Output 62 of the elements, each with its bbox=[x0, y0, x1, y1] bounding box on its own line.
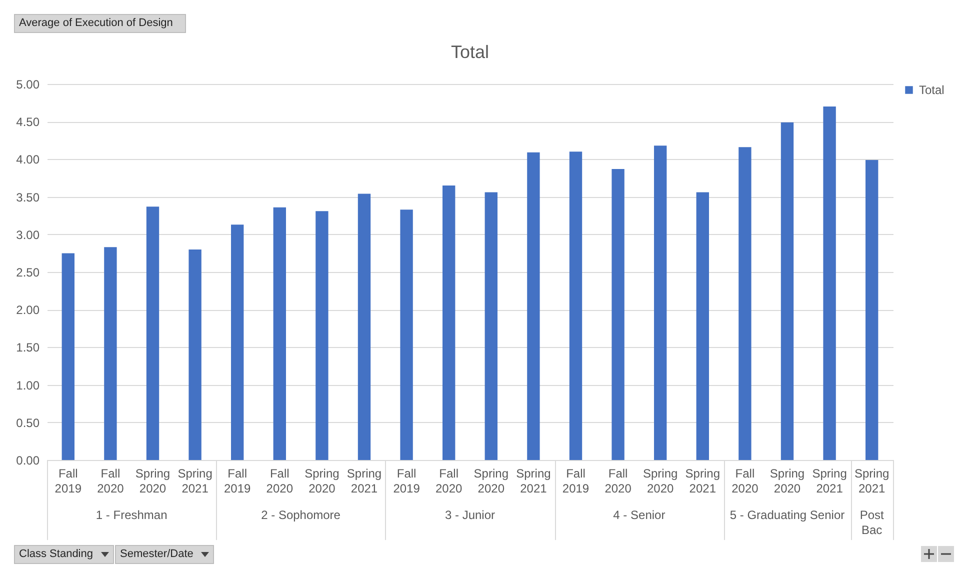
y-tick-label: 2.00 bbox=[16, 303, 40, 318]
x-tick-label: Fall 2019 bbox=[562, 466, 590, 496]
bar bbox=[358, 194, 371, 460]
x-tick-label: Fall 2019 bbox=[393, 466, 420, 496]
y-tick-label: 0.50 bbox=[16, 416, 40, 430]
x-tick-label: Fall 2019 bbox=[224, 466, 252, 496]
x-tick-label: Spring 2020 bbox=[770, 466, 805, 496]
x-tick-label: Fall 2020 bbox=[604, 466, 632, 496]
text: Post Bac bbox=[860, 508, 884, 538]
bar bbox=[188, 249, 202, 460]
bar bbox=[738, 147, 752, 460]
text: Semester/Date bbox=[120, 548, 194, 560]
x-tick-label: Spring 2021 bbox=[685, 466, 720, 496]
x-tick-label: Spring 2021 bbox=[812, 466, 847, 496]
y-tick-label: 0.00 bbox=[16, 454, 40, 468]
bar bbox=[442, 186, 456, 460]
y-tick-label: 3.50 bbox=[16, 190, 40, 204]
x-tick-label: Spring 2020 bbox=[474, 466, 508, 496]
bar bbox=[569, 152, 582, 460]
y-tick-label: 1.50 bbox=[16, 340, 40, 355]
x-tick-label: Spring 2020 bbox=[643, 466, 678, 496]
text: Average of Execution of Design bbox=[19, 17, 173, 29]
bar bbox=[231, 224, 244, 460]
text: 2 - Sophomore bbox=[261, 508, 340, 523]
x-tick-label: Fall 2020 bbox=[732, 466, 759, 496]
y-tick-label: 4.50 bbox=[16, 115, 40, 130]
y-tick-label: 3.00 bbox=[16, 228, 40, 242]
bar bbox=[400, 210, 413, 460]
bar bbox=[146, 206, 160, 460]
x-tick-label: Spring 2020 bbox=[304, 466, 340, 496]
bar bbox=[104, 247, 117, 460]
x-tick-label: Fall 2020 bbox=[97, 466, 124, 496]
bar bbox=[527, 152, 540, 460]
y-tick-label: 4.00 bbox=[16, 152, 40, 167]
x-tick-label: Fall 2020 bbox=[266, 466, 294, 496]
bar bbox=[654, 146, 667, 460]
bar bbox=[823, 106, 836, 460]
text: 1 - Freshman bbox=[96, 508, 168, 523]
text: Class Standing bbox=[19, 548, 93, 560]
text: 5 - Graduating Senior bbox=[730, 508, 845, 523]
legend-label: Total bbox=[919, 83, 944, 97]
bar bbox=[612, 168, 624, 460]
y-tick-label: 5.00 bbox=[16, 78, 40, 92]
bar bbox=[273, 207, 286, 460]
bar bbox=[780, 122, 794, 460]
bar bbox=[62, 253, 74, 460]
x-tick-label: Spring 2021 bbox=[854, 466, 890, 496]
bar bbox=[484, 192, 498, 460]
x-tick-label: Spring 2020 bbox=[135, 466, 170, 496]
bar bbox=[866, 160, 878, 460]
text: 4 - Senior bbox=[613, 508, 666, 523]
y-tick-label: 1.00 bbox=[16, 378, 40, 392]
chart-title: Total bbox=[450, 42, 490, 62]
x-tick-label: Spring 2021 bbox=[178, 466, 212, 496]
bar bbox=[316, 211, 328, 460]
x-tick-label: Spring 2021 bbox=[516, 466, 551, 496]
bar bbox=[696, 192, 709, 460]
x-tick-label: Fall 2019 bbox=[54, 466, 82, 496]
y-tick-label: 2.50 bbox=[16, 266, 40, 280]
text: 3 - Junior bbox=[444, 508, 496, 523]
x-tick-label: Fall 2020 bbox=[436, 466, 463, 496]
x-tick-label: Spring 2021 bbox=[346, 466, 382, 496]
